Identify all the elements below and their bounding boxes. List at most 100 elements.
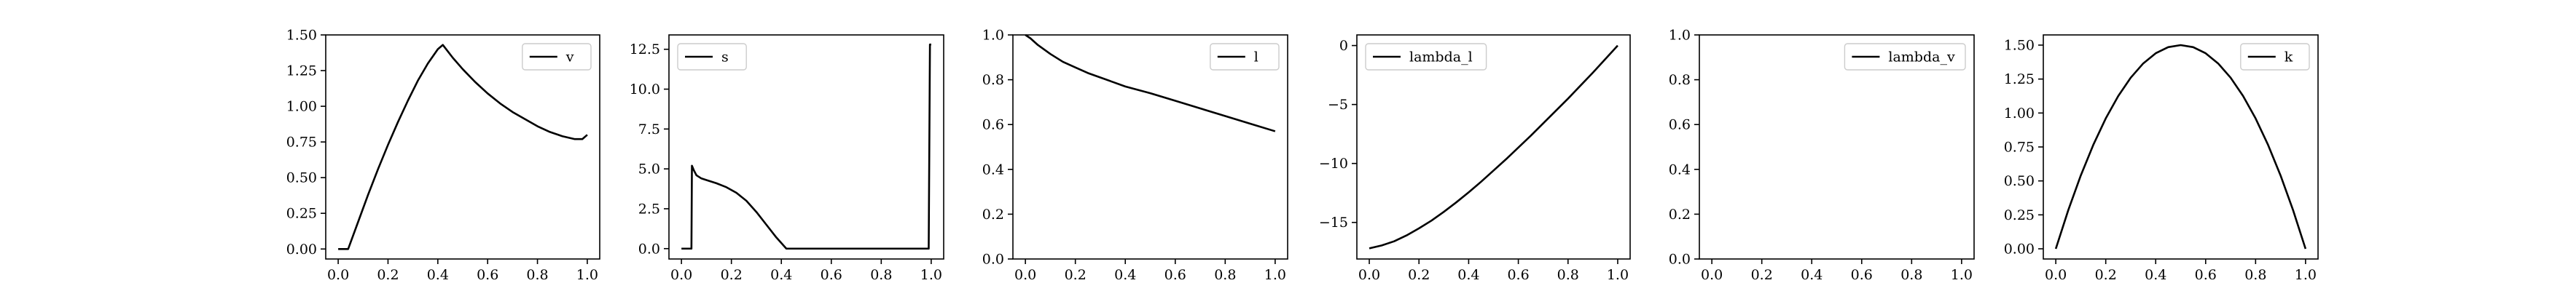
y-tick-label: 1.0 (982, 28, 1004, 44)
x-tick-label: 0.2 (721, 267, 743, 283)
legend-label: l (1254, 49, 1258, 65)
x-tick-label: 1.0 (576, 267, 598, 283)
subplot-3: 0.0 0.2 0.4 0.6 0.8 1.0 0.0 0.2 0.4 0.6 0.8 1.0 l (982, 28, 1288, 283)
x-tick-label: 0.4 (770, 267, 792, 283)
subplot-2: 0.0 0.2 0.4 0.6 0.8 1.0 0.0 2.5 5.0 7.5 10.0 12.5 s (630, 34, 944, 283)
y-tick-label: 0.75 (2004, 140, 2035, 156)
legend: s (677, 43, 747, 71)
axes-frame (668, 34, 944, 260)
y-tick-label: 1.50 (286, 28, 317, 44)
y-tick-label: 0.50 (286, 170, 317, 186)
y-tick-label: 1.50 (2004, 38, 2035, 54)
legend: v (522, 43, 592, 71)
x-tick-label: 0.8 (1557, 267, 1579, 283)
x-tick-label: 0.6 (2195, 267, 2217, 283)
series-line-k (2054, 44, 2307, 250)
x-tick-label: 0.2 (377, 267, 399, 283)
legend-box (1844, 43, 1966, 71)
legend-label: k (2285, 49, 2293, 65)
y-tick-label: 1.0 (1669, 28, 1691, 44)
x-tick-label: 0.6 (477, 267, 498, 283)
x-tick-label: 0.6 (821, 267, 842, 283)
y-tick-label: 0.25 (286, 206, 317, 222)
legend-label: lambda_l (1409, 49, 1473, 65)
legend-label: v (565, 49, 574, 65)
x-tick-label: 0.8 (526, 267, 548, 283)
y-tick-label: 0.25 (2004, 207, 2035, 223)
x-tick-label: 0.4 (1114, 267, 1136, 283)
x-tick-label: 0.4 (1457, 267, 1479, 283)
x-tick-label: 0.6 (1851, 267, 1873, 283)
x-tick-label: 0.8 (1900, 267, 1922, 283)
x-tick-label: 1.0 (1264, 267, 1286, 283)
y-tick-label: 0.2 (982, 207, 1004, 223)
y-tick-label: 10.0 (630, 81, 660, 97)
subplot-4: 0.0 0.2 0.4 0.6 0.8 1.0 −15 −10 −5 0 lambda_l (1319, 34, 1631, 283)
x-tick-label: 0.0 (1701, 267, 1723, 283)
axes-frame (1012, 34, 1288, 260)
x-tick-label: 0.0 (2045, 267, 2067, 283)
y-tick-label: 0.4 (1669, 162, 1691, 178)
series-line-lambda-l (1369, 44, 1618, 250)
x-tick-label: 0.2 (1065, 267, 1087, 283)
x-tick-label: 0.0 (327, 267, 349, 283)
y-tick-label: 2.5 (638, 201, 660, 217)
x-tick-label: 0.4 (2145, 267, 2166, 283)
y-tick-label: 0.50 (2004, 173, 2035, 189)
y-tick-label: 1.00 (2004, 105, 2035, 121)
y-tick-label: 5.0 (638, 162, 660, 178)
x-tick-label: 1.0 (1951, 267, 1973, 283)
y-tick-label: 1.25 (286, 63, 317, 79)
series-line-l (1025, 33, 1276, 132)
x-tick-label: 0.0 (1358, 267, 1380, 283)
y-tick-label: 1.00 (286, 99, 317, 115)
y-tick-label: 0.4 (982, 162, 1004, 178)
legend-box (1365, 43, 1487, 71)
subplot-5: 0.0 0.2 0.4 0.6 0.8 1.0 0.0 0.2 0.4 0.6 0.8 1.0 lamb… (1669, 28, 1975, 283)
y-tick-label: −5 (1328, 97, 1348, 113)
x-tick-label: 0.8 (870, 267, 892, 283)
series-line-v (338, 44, 588, 250)
subplot-1: 0.0 0.2 0.4 0.6 0.8 1.0 0.00 0.25 0.50 0.75 1.00 1.… (286, 28, 600, 283)
x-tick-label: 0.2 (1408, 267, 1430, 283)
y-tick-label: 0 (1339, 38, 1348, 54)
y-tick-label: 0.8 (1669, 72, 1691, 88)
x-tick-label: 0.2 (2095, 267, 2117, 283)
x-tick-label: 0.2 (1751, 267, 1773, 283)
x-tick-label: 0.8 (1214, 267, 1236, 283)
legend: lambda_v (1844, 43, 1966, 71)
y-tick-label: 0.0 (982, 252, 1004, 268)
legend: l (1210, 43, 1280, 71)
x-tick-label: 0.8 (2244, 267, 2266, 283)
legend: k (2240, 43, 2310, 71)
x-tick-label: 0.6 (1164, 267, 1186, 283)
legend: lambda_l (1365, 43, 1487, 71)
y-tick-label: −15 (1319, 215, 1348, 231)
x-tick-label: 0.4 (1801, 267, 1823, 283)
y-tick-label: 12.5 (630, 41, 660, 57)
y-tick-label: 7.5 (638, 121, 660, 137)
axes-frame (1699, 34, 1975, 260)
y-tick-label: 0.8 (982, 72, 1004, 88)
x-tick-label: 1.0 (1607, 267, 1629, 283)
x-tick-label: 1.0 (2295, 267, 2317, 283)
y-tick-label: 0.2 (1669, 207, 1691, 223)
y-tick-label: −10 (1319, 156, 1348, 172)
y-tick-label: 0.6 (982, 117, 1004, 133)
y-tick-label: 0.0 (1669, 252, 1691, 268)
y-tick-label: 0.6 (1669, 117, 1691, 133)
y-tick-label: 0.75 (286, 135, 317, 151)
y-tick-label: 0.00 (2004, 242, 2035, 258)
y-tick-label: 0.0 (638, 241, 660, 257)
x-tick-label: 0.0 (670, 267, 692, 283)
x-tick-label: 0.0 (1014, 267, 1036, 283)
x-tick-label: 0.4 (427, 267, 449, 283)
axes-frame (325, 34, 600, 260)
axes-frame (1356, 34, 1631, 260)
y-tick-label: 0.00 (286, 242, 317, 258)
subplot-6: 0.0 0.2 0.4 0.6 0.8 1.0 0.00 0.25 0.50 0.75 1.00 1.… (2004, 34, 2319, 283)
series-line-s (681, 43, 931, 250)
y-tick-label: 1.25 (2004, 71, 2035, 87)
legend-label: lambda_v (1888, 49, 1955, 65)
